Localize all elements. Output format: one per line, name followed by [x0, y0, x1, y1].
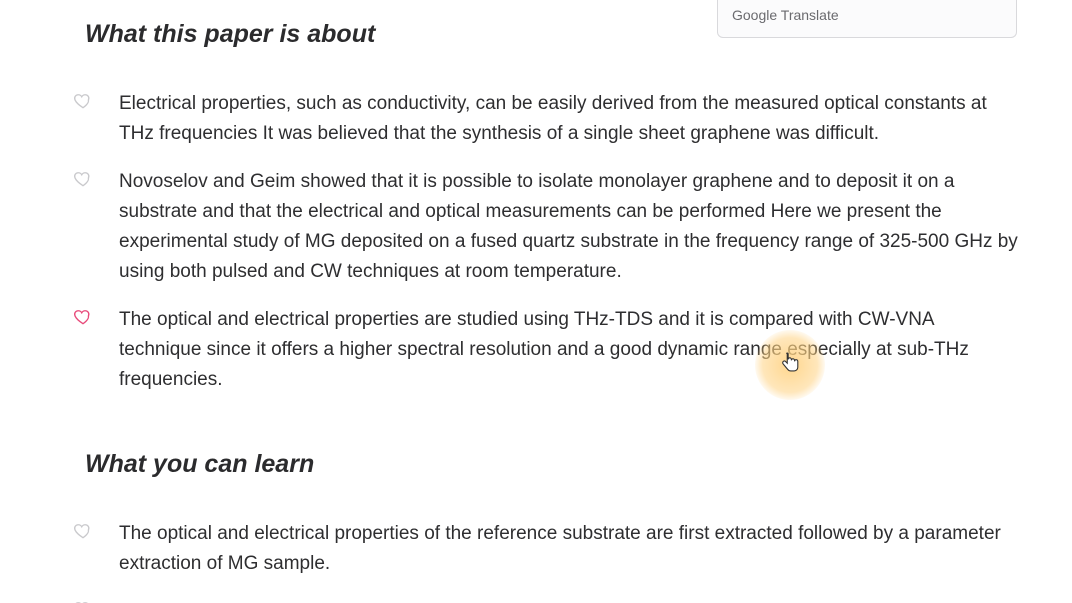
list-item-text: Electrical properties, such as conductiv… — [119, 89, 1019, 149]
heart-icon[interactable] — [73, 169, 95, 191]
google-translate-label: Google Translate — [732, 7, 839, 23]
list-item-text: The fused quartz substrate for both nonc… — [119, 597, 981, 603]
list-item: The fused quartz substrate for both nonc… — [75, 597, 1032, 603]
list-item: Electrical properties, such as conductiv… — [75, 89, 1032, 149]
list-item-text: The optical and electrical properties of… — [119, 519, 1019, 579]
list-item: The optical and electrical properties of… — [75, 519, 1032, 579]
heart-icon[interactable] — [73, 521, 95, 543]
page-container: Google Translate What this paper is abou… — [0, 0, 1072, 603]
heart-icon[interactable] — [73, 307, 95, 329]
list-item-text: The optical and electrical properties ar… — [119, 305, 1019, 395]
google-translate-widget[interactable]: Google Translate — [717, 0, 1017, 38]
heart-icon[interactable] — [73, 91, 95, 113]
list-item: Novoselov and Geim showed that it is pos… — [75, 167, 1032, 287]
section-title-learn: What you can learn — [85, 450, 1032, 479]
list-item-text: Novoselov and Geim showed that it is pos… — [119, 167, 1019, 287]
heart-icon[interactable] — [73, 599, 95, 603]
list-item: The optical and electrical properties ar… — [75, 305, 1032, 395]
